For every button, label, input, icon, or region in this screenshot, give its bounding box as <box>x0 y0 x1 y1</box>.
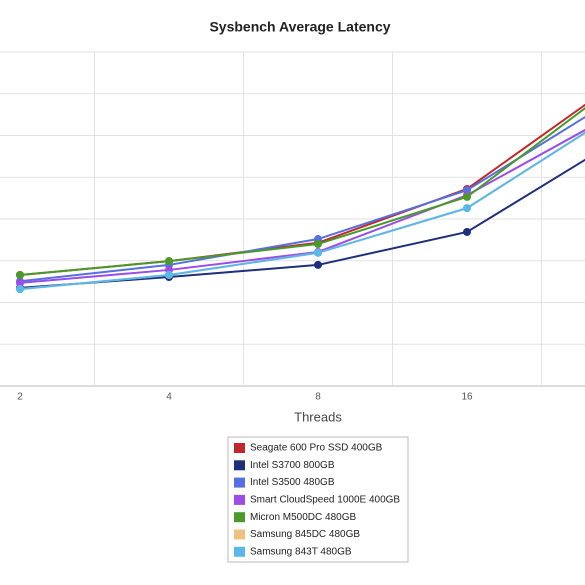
legend-swatch <box>234 512 245 523</box>
point <box>463 227 471 236</box>
legend-swatch <box>234 460 245 471</box>
legend-label: Seagate 600 Pro SSD 400GB <box>250 443 383 454</box>
point <box>16 278 24 287</box>
point <box>165 270 173 279</box>
legend-label: Smart CloudSpeed 1000E 400GB <box>250 495 400 506</box>
legend-swatch <box>234 443 245 453</box>
point <box>314 248 322 257</box>
point <box>16 270 24 279</box>
legend-swatch <box>234 546 245 557</box>
legend-label: Samsung 843T 480GB <box>250 546 352 557</box>
legend <box>227 436 409 563</box>
point <box>463 204 471 213</box>
x-tick-label: 2 <box>17 392 23 403</box>
x-axis-label: Threads <box>294 409 342 424</box>
legend-label: Samsung 845DC 480GB <box>250 529 360 540</box>
legend-label: Micron M500DC 480GB <box>250 512 356 523</box>
legend-swatch <box>234 494 245 505</box>
x-tick-label: 8 <box>315 392 321 403</box>
legend-swatch <box>234 477 245 488</box>
legend-label: Intel S3700 800GB <box>250 460 335 471</box>
point <box>165 257 173 266</box>
series-line <box>19 131 585 291</box>
legend-swatch <box>234 529 245 540</box>
x-tick-label: 4 <box>166 392 172 403</box>
x-tick-label: 16 <box>461 392 473 403</box>
series-line <box>19 158 585 289</box>
point <box>463 192 471 201</box>
legend-label: Intel S3500 480GB <box>250 477 335 488</box>
point <box>314 240 322 249</box>
chart-title: Sysbench Average Latency <box>209 19 390 35</box>
point <box>16 285 24 294</box>
series-line <box>19 107 585 276</box>
series-line <box>19 131 585 291</box>
point <box>314 260 322 269</box>
series-line <box>19 128 585 284</box>
